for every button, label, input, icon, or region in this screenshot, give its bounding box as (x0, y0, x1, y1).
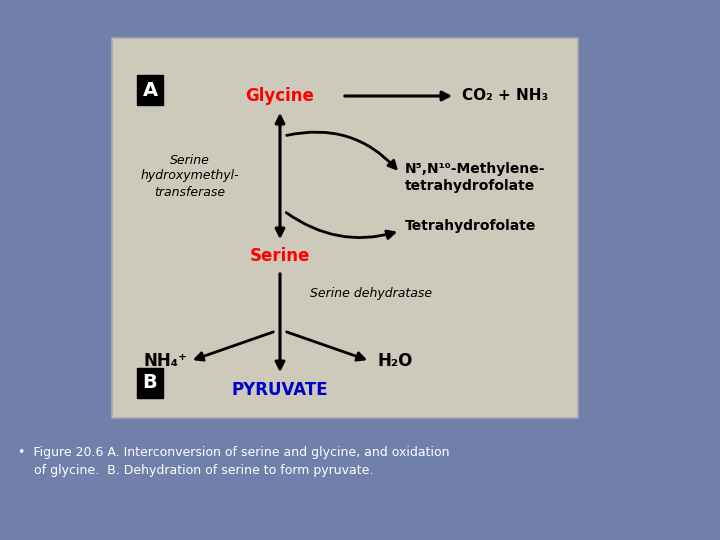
Text: A: A (143, 80, 158, 99)
Text: of glycine.  B. Dehydration of serine to form pyruvate.: of glycine. B. Dehydration of serine to … (18, 464, 374, 477)
Text: Tetrahydrofolate: Tetrahydrofolate (405, 219, 536, 233)
Text: N⁵,N¹⁰-Methylene-
tetrahydrofolate: N⁵,N¹⁰-Methylene- tetrahydrofolate (405, 162, 546, 193)
Text: CO₂ + NH₃: CO₂ + NH₃ (462, 89, 548, 104)
Text: NH₄⁺: NH₄⁺ (143, 352, 187, 370)
Text: Serine
hydroxymethyl-
transferase: Serine hydroxymethyl- transferase (140, 153, 239, 199)
Text: PYRUVATE: PYRUVATE (232, 381, 328, 399)
Text: Glycine: Glycine (246, 87, 315, 105)
FancyBboxPatch shape (112, 38, 578, 418)
Text: •  Figure 20.6 A. Interconversion of serine and glycine, and oxidation: • Figure 20.6 A. Interconversion of seri… (18, 446, 449, 459)
Text: B: B (143, 374, 158, 393)
Text: H₂O: H₂O (377, 352, 413, 370)
Text: Serine: Serine (250, 247, 310, 265)
Text: Serine dehydratase: Serine dehydratase (310, 287, 432, 300)
